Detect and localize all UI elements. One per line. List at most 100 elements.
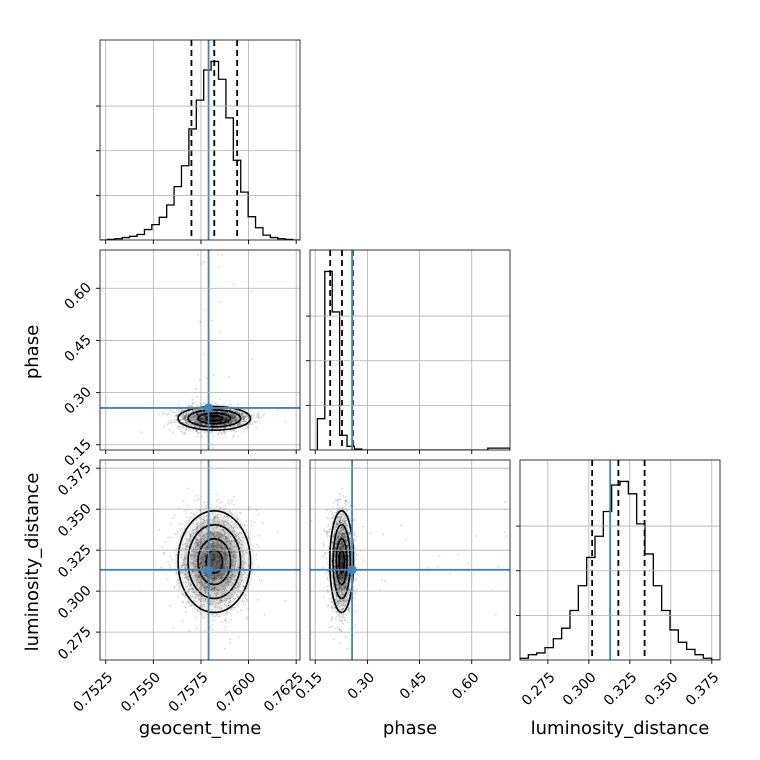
- sample-point: [174, 421, 176, 424]
- sample-point: [227, 422, 230, 425]
- sample-point: [223, 411, 226, 414]
- sample-point: [224, 524, 227, 527]
- sample-point: [340, 544, 343, 547]
- sample-point: [232, 414, 234, 417]
- sample-point: [221, 547, 224, 550]
- sample-point: [213, 588, 215, 590]
- sample-point: [217, 540, 220, 543]
- density-shade: [328, 505, 355, 618]
- sample-point: [212, 435, 215, 438]
- sample-point: [201, 606, 204, 608]
- sample-point: [185, 563, 187, 566]
- sample-point: [325, 533, 328, 536]
- sample-point: [223, 576, 225, 579]
- sample-point: [235, 546, 238, 548]
- y-tick-label: 0.350: [55, 501, 95, 541]
- sample-point: [229, 638, 232, 641]
- sample-point: [222, 587, 225, 590]
- sample-point: [209, 413, 212, 416]
- sample-point: [221, 427, 224, 429]
- sample-point: [337, 498, 339, 501]
- sample-point: [330, 619, 333, 622]
- sample-point: [223, 418, 226, 421]
- sample-point: [242, 413, 244, 416]
- sample-point: [236, 424, 239, 426]
- sample-point: [229, 422, 232, 425]
- sample-point: [229, 542, 232, 545]
- sample-point: [192, 570, 195, 573]
- sample-point: [234, 575, 236, 577]
- sample-point: [182, 413, 185, 416]
- sample-point: [220, 420, 222, 423]
- sample-point: [235, 593, 238, 596]
- sample-point: [214, 570, 216, 573]
- sample-point: [213, 417, 216, 420]
- sample-point: [235, 554, 238, 557]
- sample-point: [212, 558, 215, 561]
- sample-point: [196, 429, 199, 432]
- sample-point: [341, 536, 343, 539]
- sample-point: [185, 419, 187, 421]
- sample-point: [200, 530, 203, 533]
- sample-point: [201, 564, 204, 567]
- sample-point: [215, 576, 218, 578]
- sample-point: [205, 414, 207, 417]
- sample-point: [184, 432, 186, 435]
- sample-point: [184, 533, 187, 535]
- sample-point: [195, 416, 198, 418]
- sample-point: [200, 613, 203, 616]
- sample-point: [348, 591, 351, 594]
- sample-point: [212, 417, 215, 420]
- sample-point: [339, 520, 341, 523]
- sample-point: [213, 417, 216, 420]
- sample-point: [336, 533, 339, 535]
- sample-point: [341, 545, 344, 547]
- sample-point: [195, 528, 198, 531]
- sample-point: [344, 551, 347, 554]
- sample-point: [224, 551, 227, 554]
- sample-point: [217, 534, 220, 537]
- sample-point: [224, 419, 227, 422]
- sample-point: [229, 501, 232, 504]
- sample-point: [219, 532, 221, 535]
- sample-point: [167, 413, 170, 416]
- sample-point: [183, 415, 186, 417]
- sample-point: [224, 411, 227, 413]
- sample-point: [213, 532, 216, 535]
- sample-point: [227, 375, 230, 378]
- sample-point: [340, 585, 343, 588]
- sample-point: [236, 418, 239, 421]
- sample-point: [339, 554, 342, 557]
- sample-point: [262, 522, 264, 525]
- sample-point: [338, 542, 341, 545]
- sample-point: [345, 539, 348, 542]
- sample-point: [230, 574, 233, 577]
- sample-point: [198, 421, 201, 424]
- sample-point: [197, 572, 200, 575]
- sample-point: [341, 566, 344, 569]
- sample-point: [220, 410, 222, 413]
- sample-point: [221, 577, 224, 579]
- sample-point: [223, 552, 226, 555]
- sample-point: [200, 561, 203, 564]
- sample-point: [222, 411, 225, 413]
- sample-point: [237, 586, 240, 588]
- sample-point: [341, 562, 344, 564]
- sample-point: [325, 531, 328, 534]
- sample-point: [342, 543, 345, 546]
- sample-point: [220, 420, 223, 423]
- sample-point: [217, 556, 219, 558]
- sample-point: [220, 523, 222, 526]
- sample-point: [238, 542, 240, 544]
- sample-point: [176, 581, 179, 584]
- sample-point: [345, 603, 347, 606]
- sample-point: [221, 410, 223, 413]
- sample-point: [205, 591, 208, 593]
- sample-point: [227, 417, 229, 420]
- sample-point: [226, 537, 229, 540]
- sample-point: [177, 426, 180, 429]
- sample-point: [336, 536, 339, 539]
- sample-point: [181, 601, 184, 604]
- sample-point: [182, 560, 185, 563]
- sample-point: [206, 377, 208, 380]
